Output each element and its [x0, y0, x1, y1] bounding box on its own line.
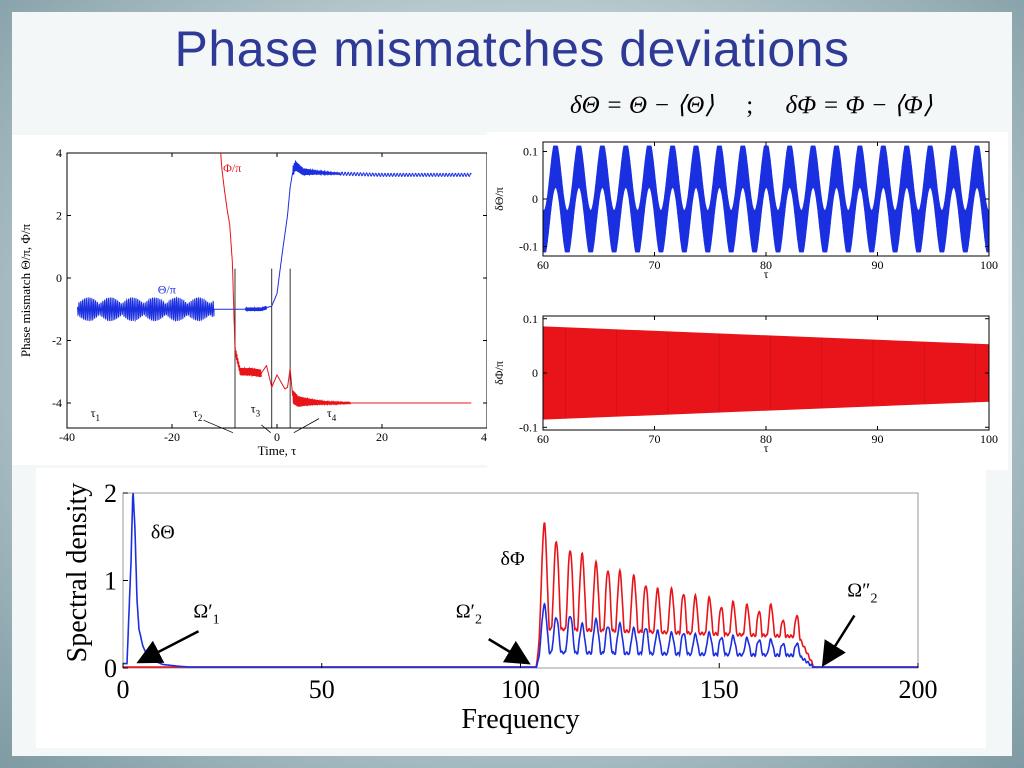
dtheta-x-tick-label: 70 — [649, 258, 661, 272]
dphi-x-axis-label: τ — [764, 441, 769, 455]
phase-x-tick-label: 20 — [376, 430, 388, 444]
tau-pointer — [203, 419, 234, 434]
dphi-y-tick-label: -0.1 — [519, 420, 538, 434]
tau-subscript: 4 — [332, 413, 337, 423]
spectral-y-tick-label: 1 — [104, 567, 117, 596]
spectral-x-tick-label: 150 — [700, 675, 739, 704]
spectral-annotation: Ω′1 — [193, 600, 219, 627]
spectral-annotation-subscript: 1 — [213, 612, 220, 627]
spectral-x-tick-label: 200 — [899, 675, 938, 704]
phase-x-tick-label: -20 — [164, 430, 180, 444]
dtheta-x-tick-label: 100 — [980, 258, 998, 272]
delta-phi-svg: 60 70 80 90 100 -0.1 0 0.1 τ δΦ/π — [492, 312, 998, 455]
tau-subscript: 1 — [95, 413, 100, 423]
tau-pointer — [293, 418, 320, 434]
equation-dphi: δΦ = Φ − ⟨Φ⟩ — [785, 92, 933, 119]
dphi-x-tick-label: 100 — [980, 432, 998, 446]
dtheta-y-axis-label: δΘ/π — [492, 187, 506, 211]
phase-x-tick-label: -40 — [59, 430, 75, 444]
phi-series-line — [220, 153, 472, 407]
spectral-x-axis-label: Frequency — [461, 704, 579, 735]
tau-subscript: 3 — [256, 408, 261, 418]
theta-series-line — [77, 160, 472, 323]
dtheta-y-tick-label: 0.1 — [523, 145, 538, 159]
theta-series-label: Θ/π — [158, 283, 176, 297]
phase-x-axis-label: Time, τ — [258, 443, 297, 458]
dtheta-x-axis-label: τ — [764, 267, 769, 281]
dphi-y-tick-label: 0.1 — [523, 312, 538, 326]
tau-label: τ3 — [251, 401, 261, 418]
equation-dtheta: δΘ = Θ − ⟨Θ⟩ — [570, 92, 715, 119]
dphi-x-tick-label: 90 — [872, 432, 884, 446]
spectral-annotation-subscript: 2 — [475, 612, 482, 627]
spectral-y-tick-label: 0 — [104, 654, 117, 683]
dphi-x-tick-label: 70 — [649, 432, 661, 446]
spectral-x-tick-label: 100 — [501, 675, 540, 704]
spectral-annotation-subscript: 2 — [870, 591, 877, 606]
spectral-y-tick-label: 2 — [104, 479, 117, 508]
phase-x-tick-label: 40 — [481, 430, 488, 444]
dtheta-y-tick-label: 0 — [532, 192, 538, 206]
spectral-arrow — [488, 638, 531, 665]
delta-theta-svg: 60 70 80 90 100 -0.1 0 0.1 τ δΘ/π — [492, 141, 998, 281]
dtheta-x-tick-label: 90 — [872, 258, 884, 272]
delta-phi-chart: 60 70 80 90 100 -0.1 0 0.1 τ δΦ/π — [487, 300, 1008, 470]
spectral-plot-frame — [122, 492, 919, 669]
dphi-x-tick-label: 60 — [537, 432, 549, 446]
spectral-arrow — [821, 614, 856, 667]
delta-theta-chart: 60 70 80 90 100 -0.1 0 0.1 τ δΘ/π — [487, 132, 1008, 300]
delta-theta-band — [542, 145, 990, 253]
spectral-x-tick-label: 50 — [309, 675, 335, 704]
phase-y-axis-label: Phase mismatch Θ/π, Φ/π — [18, 224, 33, 358]
phase-y-tick-label: -2 — [52, 334, 62, 348]
phase-x-tick-label: 0 — [274, 430, 280, 444]
tau-label: τ1 — [91, 406, 100, 423]
equation: δΘ = Θ − ⟨Θ⟩ ; δΦ = Φ − ⟨Φ⟩ — [570, 90, 970, 130]
dphi-x-tick-label: 80 — [760, 432, 772, 446]
slide-title: Phase mismatches deviations — [174, 21, 850, 77]
spectral-annotation: Ω′2 — [456, 600, 482, 627]
spectral-arrow — [136, 630, 200, 664]
dphi-y-tick-label: 0 — [532, 366, 538, 380]
tau-subscript: 2 — [198, 413, 203, 423]
phi-series-label: Φ/π — [223, 161, 241, 175]
spectral-annotation: δΘ — [151, 522, 175, 544]
spectral-annotation: Ω″2 — [847, 579, 877, 606]
dtheta-y-tick-label: -0.1 — [519, 240, 538, 254]
tau-label: τ2 — [193, 406, 202, 423]
spectral-annotation: δΦ — [501, 548, 525, 570]
equation-separator: ; — [746, 92, 754, 119]
delta-phi-band — [542, 326, 990, 420]
tau-label: τ4 — [327, 406, 337, 423]
spectral-density-chart: 0 50 100 150 200 0 1 2 Frequency Spectral density… — [36, 468, 986, 748]
dtheta-x-tick-label: 80 — [760, 258, 772, 272]
phase-y-tick-label: 0 — [56, 271, 62, 285]
phase-y-tick-label: -4 — [52, 396, 62, 410]
spectral-x-tick-label: 0 — [117, 675, 130, 704]
phase-y-tick-label: 4 — [56, 146, 62, 160]
phase-y-tick-label: 2 — [56, 209, 62, 223]
spectral-density-svg: 0 50 100 150 200 0 1 2 Frequency Spectral density… — [62, 479, 938, 735]
tau-pointer — [260, 424, 271, 433]
spectral-y-axis-label: Spectral density — [62, 483, 93, 663]
dphi-y-axis-label: δΦ/π — [492, 361, 506, 385]
delta-theta-spectrum-line — [123, 493, 918, 668]
dtheta-x-tick-label: 60 — [537, 258, 549, 272]
